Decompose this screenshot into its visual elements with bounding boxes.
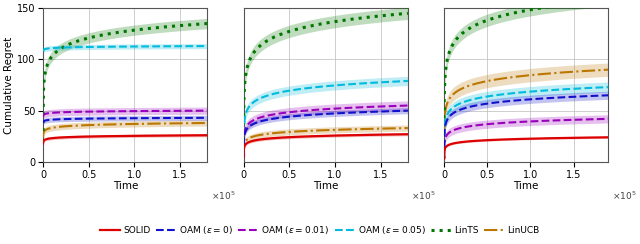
Legend: SOLID, OAM ($\epsilon = 0$), OAM ($\epsilon = 0.01$), OAM ($\epsilon = 0.05$), L: SOLID, OAM ($\epsilon = 0$), OAM ($\epsi… bbox=[97, 220, 543, 240]
X-axis label: Time: Time bbox=[313, 181, 339, 191]
Text: $\times10^5$: $\times10^5$ bbox=[411, 190, 436, 202]
Text: $\times10^5$: $\times10^5$ bbox=[612, 190, 636, 202]
X-axis label: Time: Time bbox=[113, 181, 138, 191]
X-axis label: Time: Time bbox=[513, 181, 539, 191]
Text: $\times10^5$: $\times10^5$ bbox=[211, 190, 236, 202]
Y-axis label: Cumulative Regret: Cumulative Regret bbox=[4, 36, 14, 134]
